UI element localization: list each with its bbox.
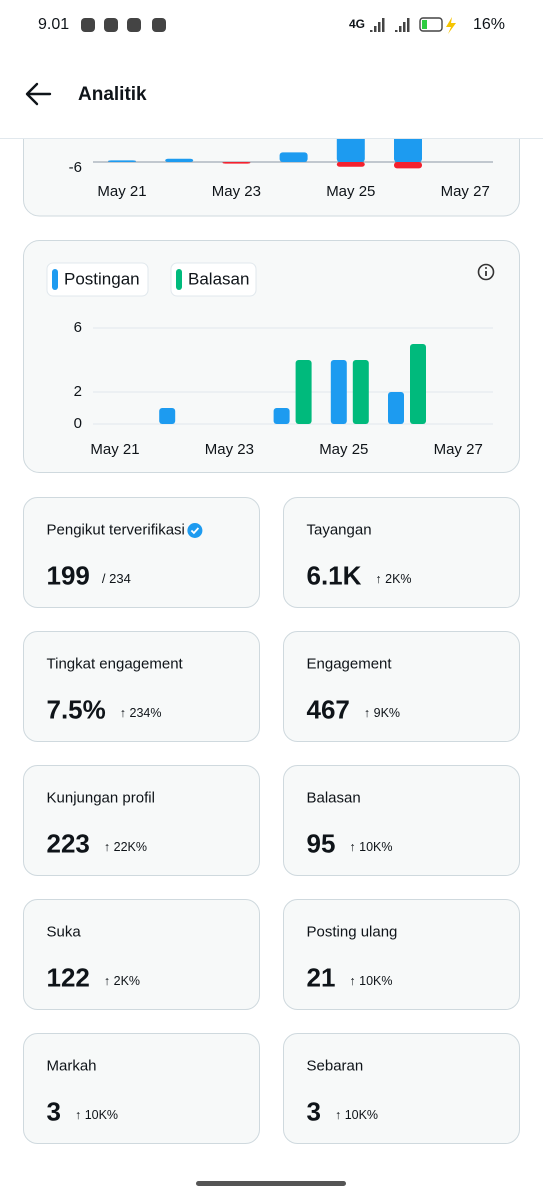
- stat-value: 122: [47, 962, 90, 992]
- signal-bar: [374, 26, 377, 32]
- y-tick-label: 2: [74, 383, 82, 400]
- signal-bar: [403, 22, 406, 32]
- signal-bar: [370, 30, 373, 32]
- stat-card[interactable]: [23, 631, 260, 742]
- stat-change: ↑ 2K%: [375, 572, 411, 586]
- x-tick-label: May 21: [90, 441, 139, 458]
- stat-card[interactable]: [283, 631, 520, 742]
- bar: [165, 158, 194, 162]
- legend-label: Postingan: [64, 269, 140, 288]
- bar: [222, 162, 251, 164]
- verified-check: [190, 527, 200, 535]
- legend-chip[interactable]: [170, 262, 257, 297]
- stat-change: ↑ 2K%: [104, 974, 140, 988]
- x-tick-label: May 21: [97, 183, 146, 200]
- status-time: 9.01: [38, 16, 69, 33]
- stat-card[interactable]: [283, 899, 520, 1010]
- legend-label: Balasan: [188, 269, 249, 288]
- signal-bar: [399, 26, 402, 32]
- stat-card[interactable]: [23, 497, 260, 608]
- stat-label: Suka: [47, 923, 82, 940]
- stat-label: Posting ulang: [307, 923, 398, 940]
- stat-change: ↑ 234%: [120, 706, 162, 720]
- stat-card[interactable]: [283, 1033, 520, 1144]
- stat-card[interactable]: [283, 765, 520, 876]
- signal-bar: [382, 18, 385, 32]
- status-icon: [127, 18, 141, 32]
- stat-value: 223: [47, 828, 90, 858]
- status-icon: [104, 18, 118, 32]
- stat-card[interactable]: [23, 899, 260, 1010]
- stat-change: ↑ 10K%: [349, 840, 392, 854]
- stat-change: ↑ 9K%: [364, 706, 400, 720]
- y-tick-label: 0: [74, 415, 82, 432]
- bar: [410, 344, 426, 424]
- bar: [336, 162, 365, 167]
- y-tick-label: -6: [69, 159, 82, 176]
- signal-bar: [407, 18, 410, 32]
- x-tick-label: May 27: [434, 441, 483, 458]
- stat-label: Markah: [47, 1057, 97, 1074]
- bar: [352, 360, 369, 424]
- stat-change: ↑ 10K%: [349, 974, 392, 988]
- status-icon: [81, 18, 95, 32]
- x-tick-label: May 23: [212, 183, 261, 200]
- bar: [273, 408, 290, 424]
- stat-label: Kunjungan profil: [47, 789, 155, 806]
- stat-change: ↑ 10K%: [75, 1108, 118, 1122]
- page-title: Analitik: [78, 84, 147, 105]
- stat-card[interactable]: [23, 765, 260, 876]
- stat-change: ↑ 10K%: [335, 1108, 378, 1122]
- stat-card[interactable]: [23, 1033, 260, 1144]
- stat-value: 3: [47, 1096, 61, 1126]
- stat-value: 21: [307, 962, 336, 992]
- stat-label: Pengikut terverifikasi: [47, 521, 185, 538]
- x-tick-label: May 27: [441, 183, 490, 200]
- bar: [295, 360, 312, 424]
- signal-bar: [395, 30, 398, 32]
- legend-chip[interactable]: [46, 262, 149, 297]
- stat-value: 6.1K: [307, 560, 362, 590]
- bar: [108, 160, 136, 162]
- stat-value: 467: [307, 694, 350, 724]
- stat-card[interactable]: [283, 497, 520, 608]
- legend-swatch: [52, 269, 58, 290]
- bar: [159, 408, 176, 424]
- y-tick-label: 6: [74, 319, 82, 336]
- stat-change: ↑ 22K%: [104, 840, 147, 854]
- x-tick-label: May 25: [319, 441, 368, 458]
- legend-swatch: [176, 269, 182, 290]
- back-button[interactable]: [25, 82, 52, 106]
- stat-total: / 234: [102, 571, 131, 586]
- stat-value: 95: [307, 828, 336, 858]
- info-icon-dot: [485, 267, 487, 269]
- stat-value: 7.5%: [47, 694, 106, 724]
- status-icon: [152, 18, 166, 32]
- stat-label: Engagement: [307, 655, 393, 672]
- verified-badge: [187, 523, 203, 538]
- info-icon[interactable]: [477, 263, 495, 281]
- status-network: 4G: [349, 17, 365, 31]
- x-tick-label: May 25: [326, 183, 375, 200]
- signal-bar: [378, 22, 381, 32]
- battery-level: [422, 20, 427, 29]
- stat-value: 3: [307, 1096, 321, 1126]
- stat-label: Tayangan: [307, 521, 372, 538]
- stat-label: Sebaran: [307, 1057, 364, 1074]
- stat-value: 199: [47, 560, 90, 590]
- stat-label: Balasan: [307, 789, 361, 806]
- status-battery: 16%: [473, 16, 505, 33]
- x-tick-label: May 23: [205, 441, 254, 458]
- home-indicator: [196, 1181, 346, 1186]
- bar: [279, 152, 308, 162]
- bar: [330, 360, 347, 424]
- bar: [394, 162, 422, 169]
- stat-label: Tingkat engagement: [47, 655, 184, 672]
- bar: [388, 392, 404, 424]
- charging-icon: [446, 17, 456, 34]
